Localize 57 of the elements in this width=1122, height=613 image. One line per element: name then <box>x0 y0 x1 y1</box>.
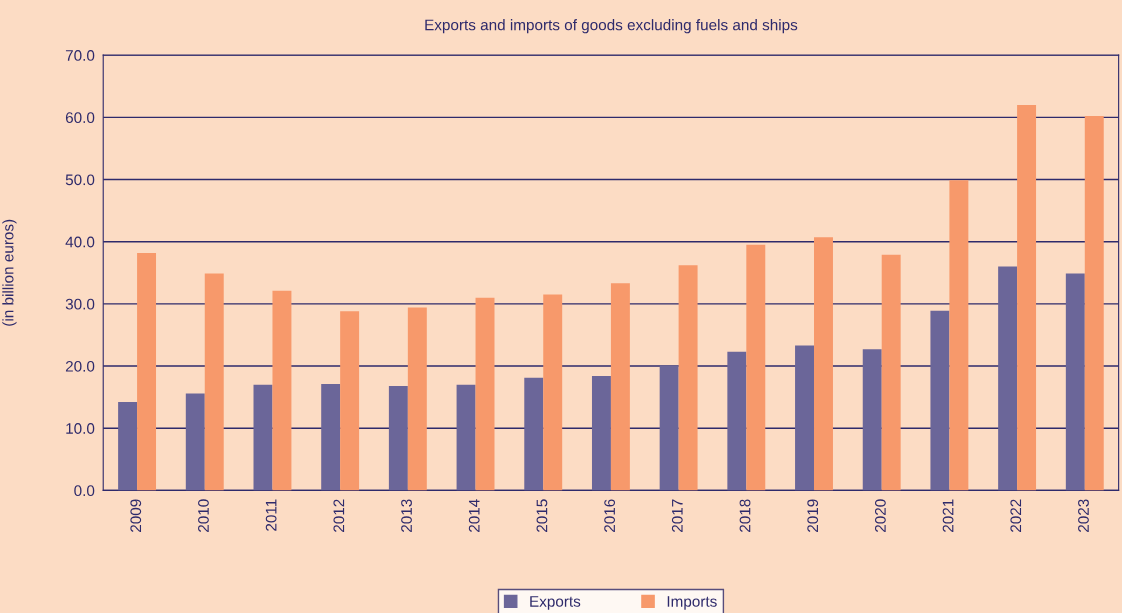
y-tick-label: 20.0 <box>65 360 95 372</box>
x-tick-label: 2013 <box>401 499 412 532</box>
bar <box>814 237 833 491</box>
x-tick-label: 2016 <box>604 499 616 532</box>
legend-label: Imports <box>667 596 717 610</box>
bar <box>727 351 747 491</box>
x-tick-label: 2017 <box>671 499 683 532</box>
bar <box>1084 116 1104 491</box>
bar <box>998 266 1018 491</box>
bar <box>746 244 766 491</box>
bar <box>321 384 341 491</box>
bar <box>253 384 273 491</box>
bar <box>1065 273 1085 491</box>
bar <box>185 393 205 491</box>
bar <box>591 376 611 491</box>
y-tick-label: 60.0 <box>65 112 95 124</box>
bar <box>930 310 950 491</box>
y-tick-label: 0.0 <box>74 485 95 497</box>
x-tick-label: 2010 <box>198 499 209 532</box>
x-tick-label: 2021 <box>942 499 954 532</box>
x-tick-label: 2011 <box>265 499 277 531</box>
bar <box>949 180 969 491</box>
x-tick-label: 2023 <box>1078 499 1089 532</box>
bar <box>881 254 901 491</box>
bar <box>862 349 882 491</box>
bar <box>272 290 292 491</box>
bar <box>659 365 679 491</box>
x-tick-label: 2012 <box>333 499 345 532</box>
x-tick-label: 2014 <box>468 499 480 532</box>
bar <box>610 283 630 491</box>
x-tick-label: 2009 <box>130 499 142 532</box>
bar <box>475 297 495 491</box>
x-tick-label: 2015 <box>536 499 548 532</box>
bar <box>340 311 360 491</box>
bar <box>388 385 408 491</box>
y-axis-title: (in billion euros) <box>2 219 17 326</box>
y-tick-label: 10.0 <box>66 423 95 434</box>
bar <box>524 377 544 491</box>
y-tick-label: 50.0 <box>65 174 95 186</box>
bar <box>137 252 157 491</box>
x-tick-label: 2019 <box>807 499 819 532</box>
legend-label: Exports <box>530 596 581 610</box>
x-tick-label: 2022 <box>1010 499 1022 532</box>
chart-title: Exports and imports of goods excluding fuels and ships <box>425 19 798 34</box>
bar <box>118 402 138 491</box>
x-tick-label: 2018 <box>739 499 751 532</box>
bar <box>543 294 563 491</box>
y-tick-label: 30.0 <box>65 298 95 310</box>
bar <box>678 265 698 491</box>
x-tick-label: 2020 <box>874 499 886 532</box>
y-tick-label: 40.0 <box>65 236 95 248</box>
y-tick-label: 70.0 <box>65 50 95 61</box>
bar <box>456 384 476 491</box>
bar <box>795 345 815 491</box>
bar <box>204 273 224 491</box>
bar <box>407 307 427 491</box>
bar <box>1017 104 1037 491</box>
